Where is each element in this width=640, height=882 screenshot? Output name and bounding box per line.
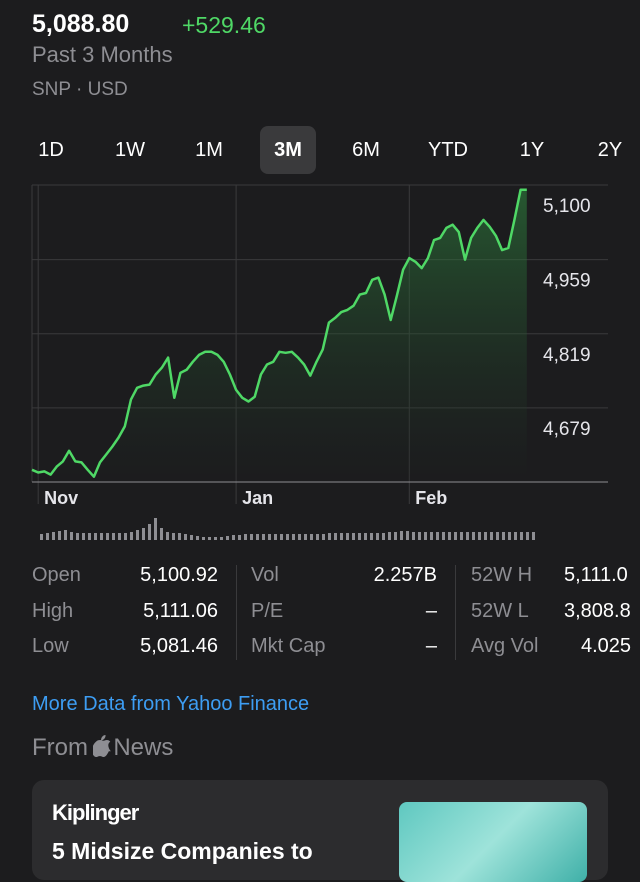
- apple-logo: [91, 735, 111, 757]
- stat-value: 2.257B: [373, 564, 437, 586]
- stat-label: P/E: [251, 599, 284, 622]
- news-heading-suffix: News: [113, 734, 174, 761]
- stat-value: –: [425, 599, 437, 622]
- range-tab[interactable]: 2Y: [597, 139, 623, 161]
- change: +529.46: [182, 12, 266, 38]
- news-source: Kiplinger: [52, 800, 139, 825]
- volume-bars: [40, 518, 535, 540]
- divider: [455, 565, 456, 660]
- x-tick-label: Feb: [415, 488, 447, 508]
- stat-label: Low: [32, 635, 69, 657]
- range-tab[interactable]: 1W: [115, 139, 145, 161]
- range-tab[interactable]: 1Y: [519, 139, 545, 161]
- news-heading: From News: [32, 734, 173, 762]
- x-tick-label: Nov: [44, 488, 78, 508]
- stat-label: 52W H: [471, 564, 533, 586]
- symbol: SNP · USD: [32, 79, 128, 100]
- range-tab[interactable]: 3M: [260, 126, 316, 174]
- range-tab[interactable]: 1D: [38, 139, 64, 161]
- stat-value: 5,081.46: [140, 635, 218, 657]
- news-thumbnail: [399, 802, 587, 882]
- yahoo-link[interactable]: More Data from Yahoo Finance: [32, 693, 310, 715]
- period: Past 3 Months: [32, 42, 173, 67]
- stat-value: 3,808.8: [564, 599, 631, 622]
- range-tab[interactable]: 1M: [195, 139, 223, 161]
- y-tick-label: 4,679: [543, 419, 591, 440]
- y-tick-label: 4,819: [543, 345, 591, 366]
- price-line: [31, 188, 527, 478]
- range-tab[interactable]: 6M: [352, 139, 380, 161]
- news-heading-prefix: From: [32, 734, 88, 761]
- stat-label: 52W L: [471, 599, 529, 622]
- stat-label: Mkt Cap: [251, 635, 326, 657]
- stat-label: Vol: [251, 564, 279, 586]
- stat-value: 4.025: [581, 635, 632, 657]
- stat-value: –: [425, 635, 437, 657]
- news-card[interactable]: Kiplinger 5 Midsize Companies to: [32, 780, 608, 882]
- range-tab[interactable]: YTD: [428, 139, 468, 161]
- stat-value: 5,111.0: [564, 564, 628, 586]
- stocks-screen: 5,088.80 +529.46 Past 3 Months SNP · USD…: [31, 10, 632, 882]
- y-tick-label: 4,959: [543, 271, 591, 292]
- stat-label: Avg Vol: [471, 635, 539, 657]
- stat-value: 5,111.06: [143, 599, 218, 622]
- stat-label: Open: [32, 564, 81, 586]
- x-tick-label: Jan: [242, 488, 273, 508]
- stat-label: High: [32, 599, 74, 622]
- price: 5,088.80: [32, 10, 130, 38]
- chart: 4,679 4,819 4,959 5,100 Nov Jan Feb: [31, 184, 608, 540]
- news-headline: 5 Midsize Companies to: [52, 838, 313, 864]
- y-tick-label: 5,100: [543, 196, 591, 217]
- stat-value: 5,100.92: [140, 564, 218, 586]
- area: [32, 189, 527, 483]
- divider: [236, 565, 237, 660]
